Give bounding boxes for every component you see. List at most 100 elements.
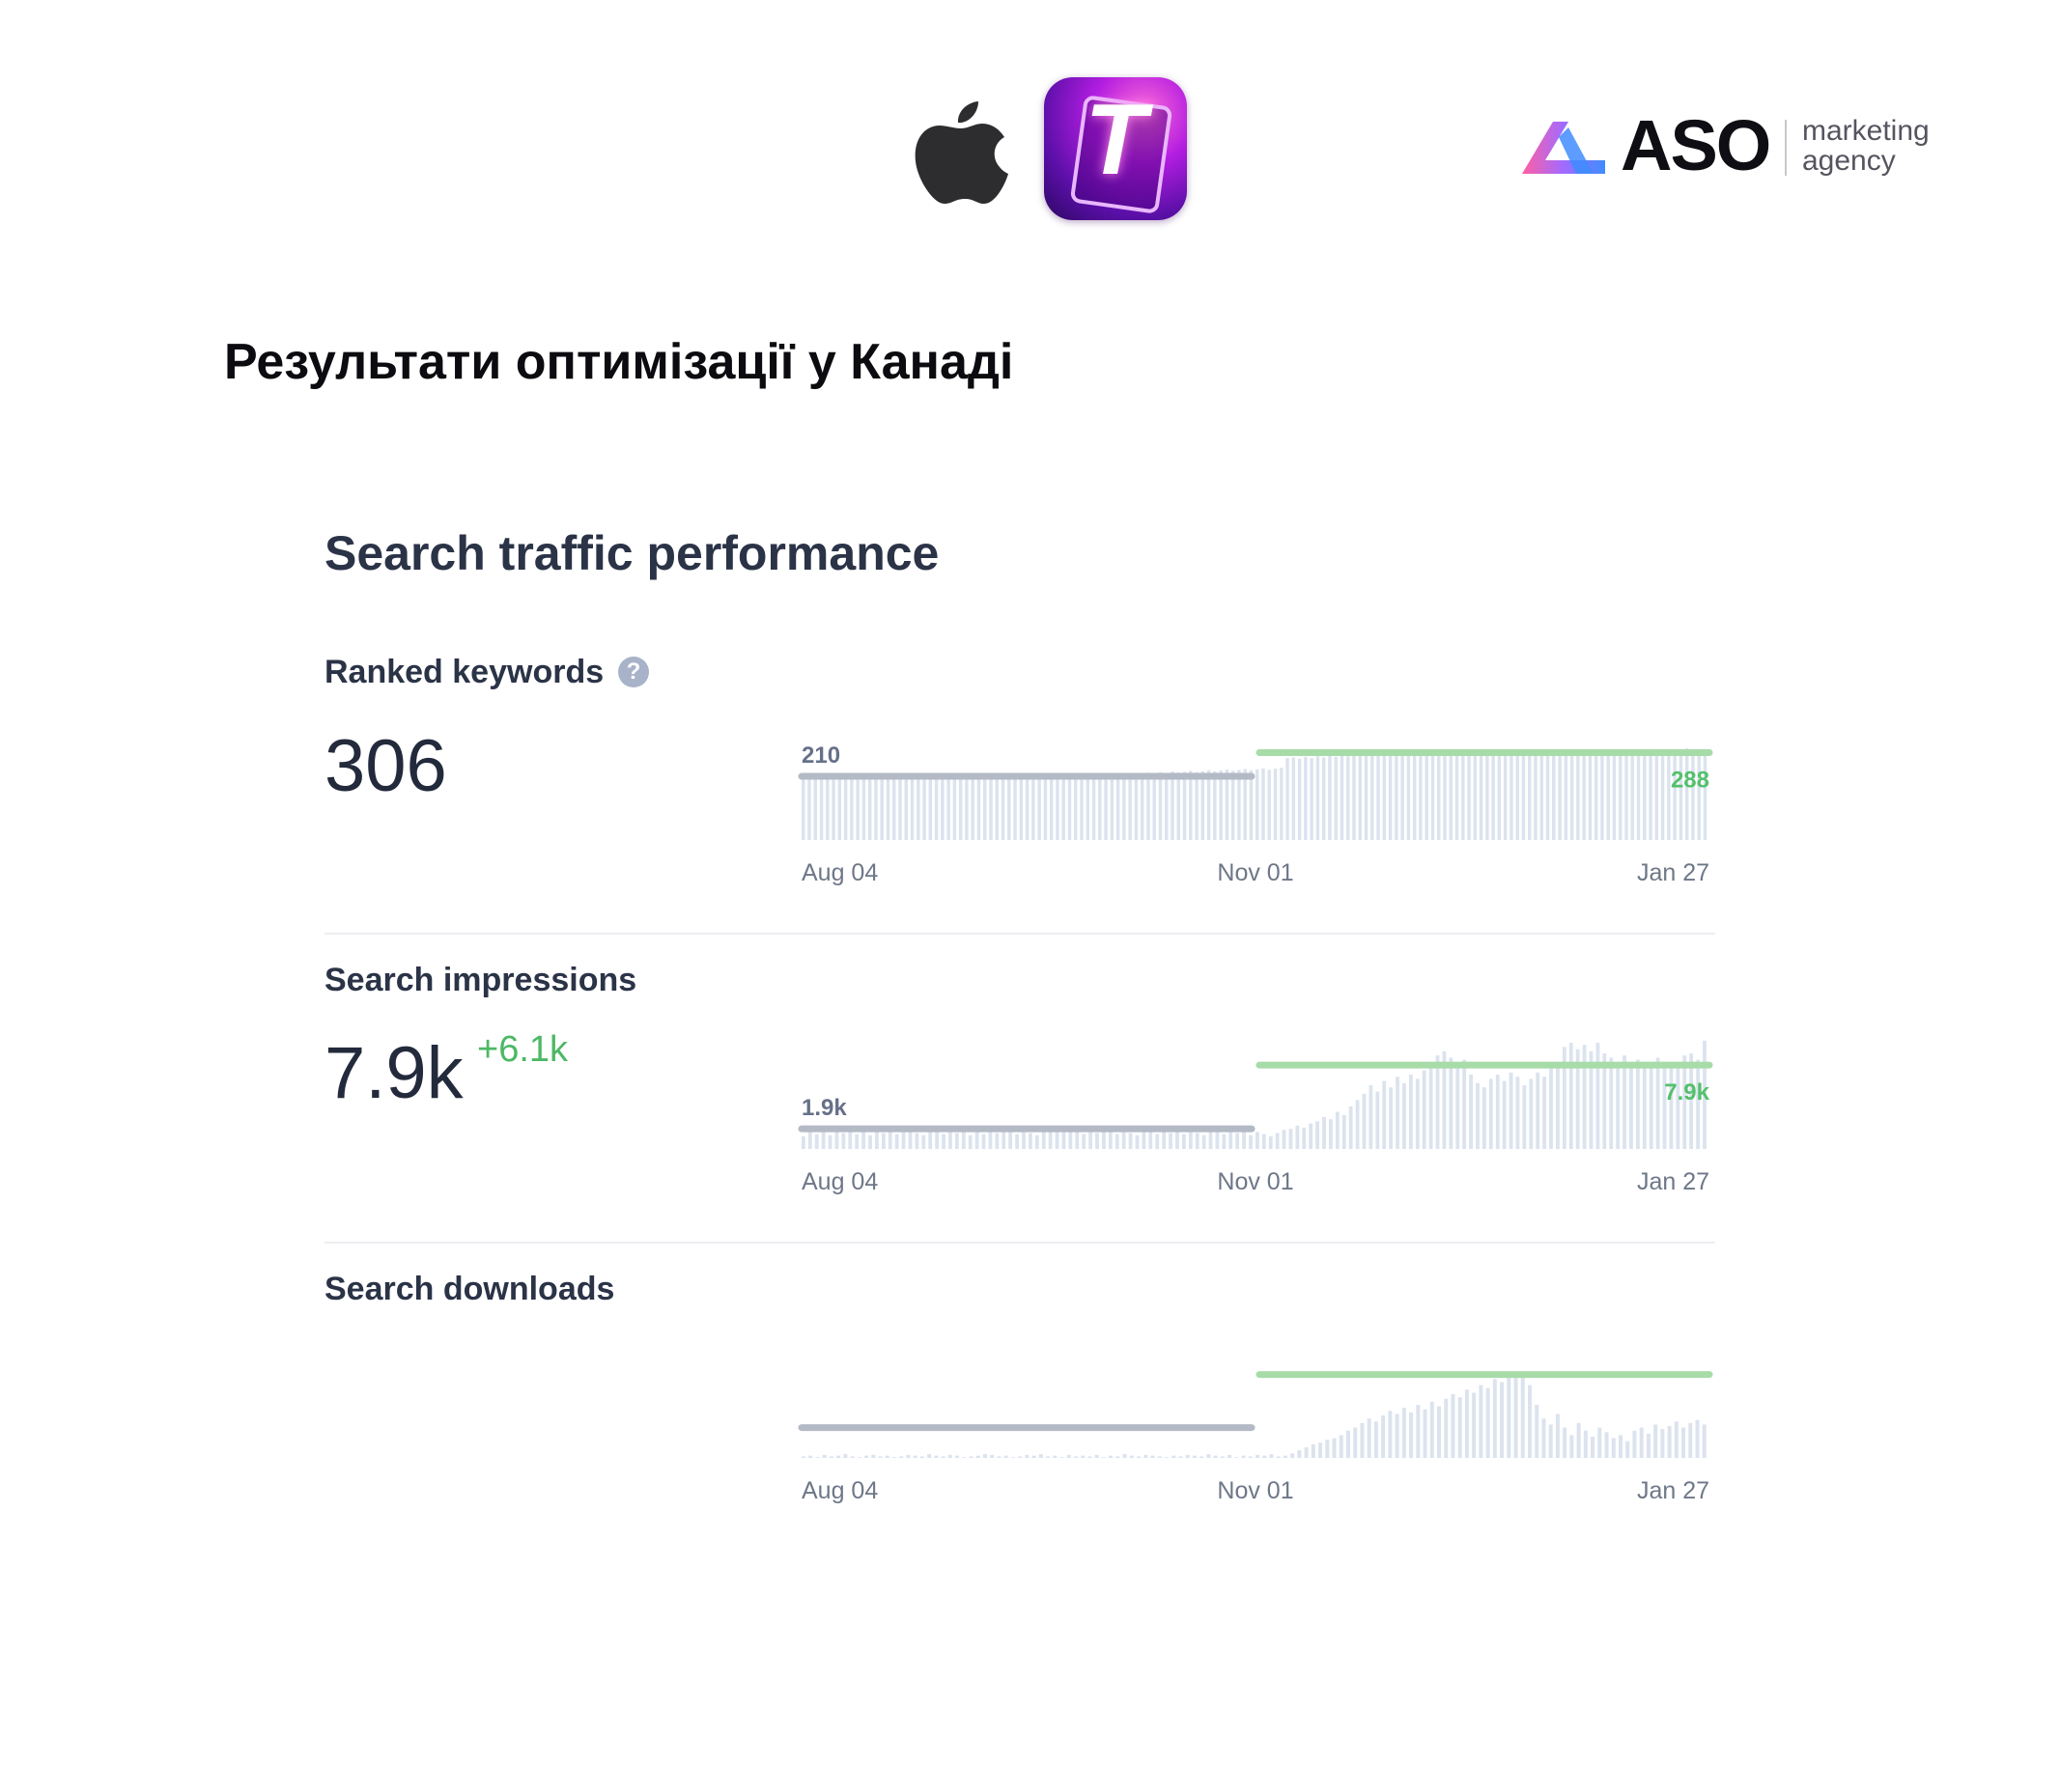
chart-bar: [1322, 1117, 1326, 1149]
chart-bar: [1597, 1427, 1602, 1458]
search-downloads-label: Search downloads: [325, 1271, 615, 1307]
chart-bar: [857, 1457, 861, 1458]
chart-bar: [1290, 1453, 1295, 1458]
chart-bar: [850, 776, 854, 840]
chart-bar: [1629, 1064, 1633, 1149]
chart-bar: [1503, 752, 1508, 840]
chart-bar: [919, 1456, 924, 1458]
chart-bar: [1346, 1430, 1350, 1458]
chart-bar: [1461, 751, 1465, 840]
chart-bar: [1582, 1045, 1587, 1149]
chart-bar: [1588, 749, 1593, 840]
chart-bar: [1400, 751, 1404, 840]
chart-bar: [868, 1134, 872, 1149]
chart-bar: [1482, 1087, 1486, 1149]
chart-bar: [1479, 749, 1483, 840]
chart-bar: [1642, 1066, 1647, 1149]
chart-bar: [1110, 774, 1115, 840]
chart-bar: [1302, 1128, 1307, 1149]
chart-bar: [1171, 770, 1174, 840]
chart-bar: [899, 1456, 904, 1458]
chart-bar: [1422, 1070, 1426, 1149]
chart-bar: [834, 1131, 839, 1149]
chart-bar: [1381, 1415, 1386, 1458]
chart-bar: [1146, 772, 1150, 840]
before-average-label: 210: [802, 742, 840, 769]
question-circle-icon[interactable]: ?: [618, 657, 649, 687]
ranked-keywords-value: 306: [325, 725, 447, 807]
chart-bar: [832, 776, 835, 840]
chart-bar: [836, 1455, 841, 1458]
chart-bar: [1449, 1057, 1453, 1149]
chart-bar: [850, 1456, 855, 1458]
section-title: Search traffic performance: [325, 526, 940, 580]
chart-bar: [1558, 754, 1562, 840]
chart-bar: [1321, 757, 1326, 840]
chart-bar: [1201, 1134, 1206, 1149]
chart-bar: [1150, 1455, 1155, 1458]
chart-bar: [904, 776, 908, 840]
chart-bar: [1318, 1442, 1323, 1458]
section-divider: [325, 933, 1715, 935]
chart-bar: [1208, 1131, 1213, 1149]
chart-bar: [848, 1129, 853, 1149]
app-icon-letter: T: [1085, 84, 1146, 196]
chart-bar: [1528, 1385, 1532, 1458]
chart-bar: [1639, 1427, 1644, 1458]
chart-bar: [1697, 749, 1701, 840]
chart-bar: [1528, 751, 1532, 840]
chart-bar: [892, 777, 896, 840]
search-downloads-chart: Aug 04 Nov 01 Jan 27: [798, 1371, 1713, 1504]
chart-bar: [1220, 1456, 1225, 1458]
chart-bar: [983, 1454, 987, 1458]
chart-bar: [1430, 749, 1435, 840]
chart-bar: [1237, 770, 1241, 840]
brand-tagline-line1: marketing: [1802, 115, 1930, 147]
chart-bar: [908, 1129, 913, 1149]
chart-bar: [917, 776, 920, 840]
chart-bar: [947, 1454, 952, 1458]
chart-bar: [913, 1455, 917, 1458]
chart-bar: [1228, 1130, 1233, 1149]
chart-bar: [1304, 1447, 1309, 1458]
chart-bar: [1075, 1132, 1080, 1149]
chart-bar: [1055, 1129, 1059, 1149]
chart-bar: [1353, 1427, 1358, 1458]
chart-bar: [1248, 1456, 1253, 1458]
chart-bar: [1261, 1134, 1266, 1149]
chart-bar: [1311, 1443, 1315, 1458]
chart-bar: [1625, 1441, 1630, 1458]
chart-bar: [1295, 1125, 1300, 1149]
chart-bar: [1681, 1427, 1686, 1458]
chart-bar: [927, 1454, 932, 1458]
chart-bar: [1088, 1131, 1093, 1149]
chart-bar: [1101, 1457, 1106, 1458]
chart-bar: [1563, 1427, 1567, 1458]
chart-bar: [1462, 1059, 1467, 1149]
aso-mark-icon: [1522, 122, 1605, 174]
chart-bar: [1507, 1374, 1511, 1458]
chart-bar: [1222, 1134, 1227, 1149]
chart-bar: [1225, 770, 1229, 840]
chart-bar: [1689, 1053, 1694, 1149]
chart-bar: [1267, 770, 1271, 840]
chart-bar: [1636, 749, 1641, 840]
chart-bar: [1535, 1405, 1539, 1458]
chart-bar: [1268, 1135, 1273, 1149]
chart-bar: [1283, 1455, 1287, 1458]
chart-bar: [1395, 750, 1398, 840]
chart-bar: [1158, 771, 1163, 840]
chart-bar: [1169, 1133, 1172, 1149]
chart-bar: [1102, 1130, 1106, 1149]
chart-bar: [1335, 1111, 1340, 1149]
chart-bar: [1171, 1455, 1176, 1458]
chart-bar: [1013, 777, 1017, 840]
chart-bar: [1548, 1424, 1553, 1458]
chart-bar: [878, 1456, 883, 1458]
chart-bar: [1409, 1412, 1414, 1458]
chart-bar: [1454, 750, 1459, 840]
chart-bar: [1667, 1426, 1672, 1458]
chart-bar: [965, 776, 969, 840]
chart-bar: [962, 1457, 967, 1458]
chart-bar: [1408, 1075, 1413, 1149]
